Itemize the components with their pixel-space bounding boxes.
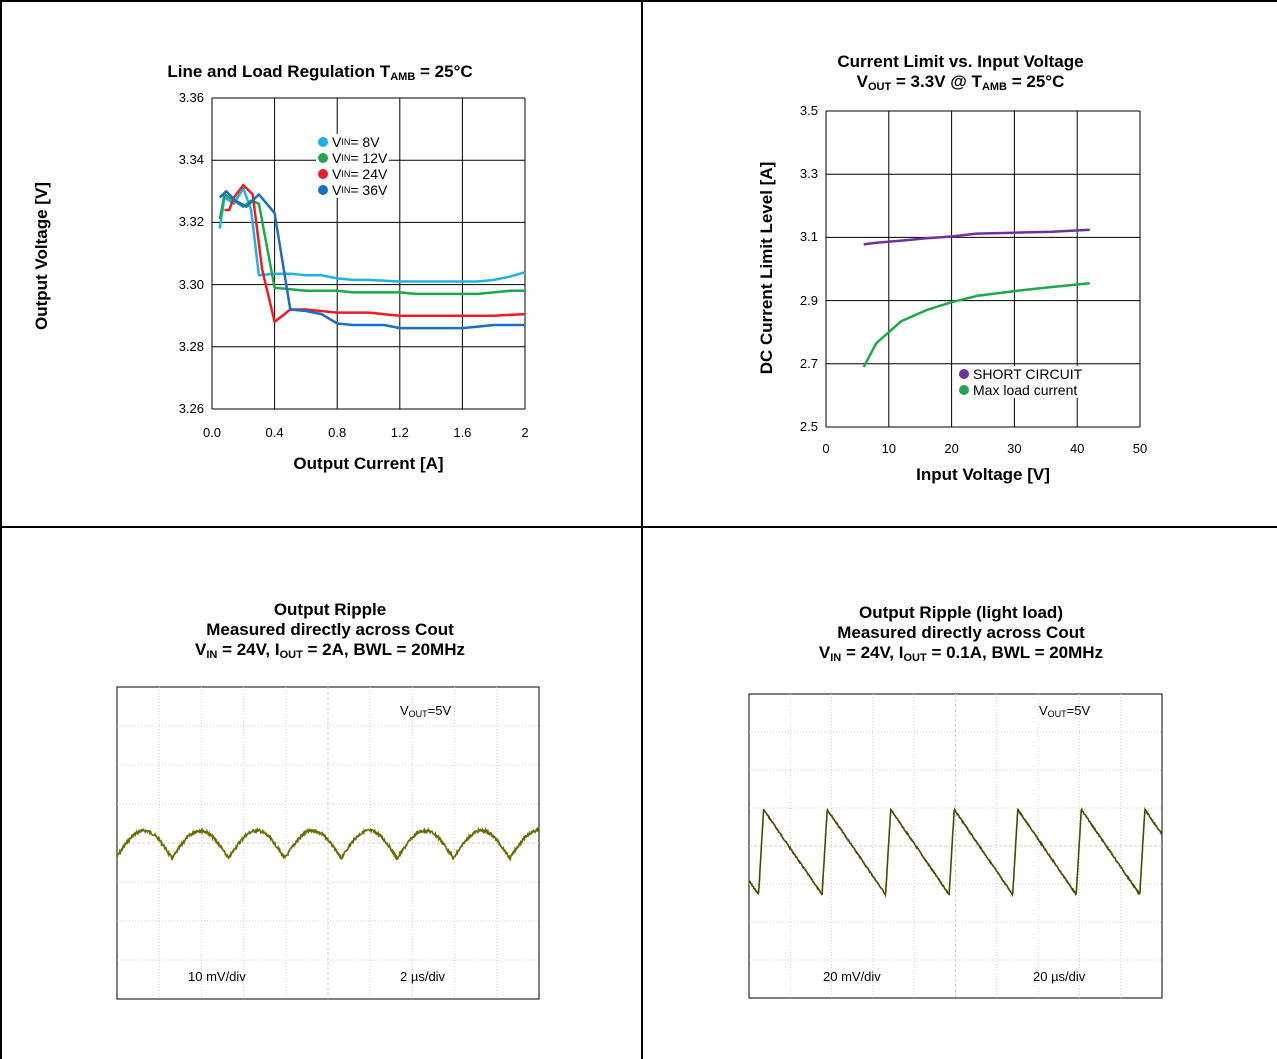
y-tick-label: 3.34 bbox=[178, 152, 204, 168]
scope1-time-div-label: 2 µs/div bbox=[400, 969, 446, 984]
scope2-screen bbox=[748, 693, 1163, 999]
legend-marker-icon bbox=[959, 369, 969, 379]
x-tick-label: 10 bbox=[881, 441, 897, 456]
y-tick-label: 3.1 bbox=[799, 229, 818, 245]
x-tick-label: 1.6 bbox=[453, 425, 472, 440]
frame-top bbox=[0, 0, 1277, 2]
series-line-0 bbox=[863, 228, 1090, 246]
y-tick-label: 3.28 bbox=[178, 338, 204, 354]
chart1-legend-item: V IN = 12V bbox=[318, 150, 387, 166]
y-tick-label: 3.36 bbox=[178, 90, 204, 105]
x-tick-label: 1.2 bbox=[390, 425, 409, 440]
scope2-volt-div-label: 20 mV/div bbox=[823, 969, 881, 984]
frame-mid-vertical bbox=[641, 0, 643, 1059]
x-tick-label: 40 bbox=[1069, 441, 1085, 456]
y-tick-label: 3.30 bbox=[178, 276, 204, 292]
chart-current-limit: Current Limit vs. Input Voltage VOUT = 3… bbox=[643, 0, 1277, 526]
legend-marker-icon bbox=[959, 385, 969, 395]
chart1-legend-item: V IN = 8V bbox=[318, 134, 387, 150]
chart-line-load-regulation: Line and Load Regulation TAMB = 25°C Out… bbox=[0, 0, 641, 526]
chart1-title: Line and Load Regulation TAMB = 25°C bbox=[167, 62, 473, 83]
scope1-vout-label: VOUT=5V bbox=[400, 703, 452, 719]
chart2-legend: SHORT CIRCUIT Max load current bbox=[957, 366, 1085, 398]
x-tick-label: 0 bbox=[822, 441, 830, 456]
chart1-xlabel: Output Current [A] bbox=[293, 454, 444, 473]
y-tick-label: 3.32 bbox=[178, 214, 204, 230]
chart1-ylabel: Output Voltage [V] bbox=[32, 182, 51, 330]
y-tick-label: 3.26 bbox=[178, 401, 204, 416]
x-tick-label: 20 bbox=[944, 441, 959, 456]
x-tick-label: 0.4 bbox=[265, 425, 284, 440]
scope2-title: Output Ripple (light load) Measured dire… bbox=[818, 603, 1104, 664]
chart2-title: Current Limit vs. Input Voltage VOUT = 3… bbox=[837, 52, 1084, 93]
series-line-0 bbox=[218, 186, 526, 283]
frame-left bbox=[0, 0, 2, 1059]
chart2-xlabel: Input Voltage [V] bbox=[916, 465, 1050, 484]
chart1-legend-item: V IN = 36V bbox=[318, 182, 387, 198]
chart2-legend-item: Max load current bbox=[959, 382, 1082, 398]
scope1-screen bbox=[116, 686, 540, 1000]
x-tick-label: 0.0 bbox=[202, 425, 222, 440]
scope-trace bbox=[116, 826, 540, 862]
x-tick-label: 2 bbox=[521, 425, 529, 440]
chart1-plot bbox=[211, 97, 526, 410]
scope-output-ripple: Output Ripple Measured directly across C… bbox=[0, 528, 641, 1059]
legend-marker-icon bbox=[318, 169, 328, 179]
x-tick-label: 0.8 bbox=[328, 425, 347, 440]
chart1-legend: V IN = 8V V IN = 12V V IN = 24V V IN = 36V bbox=[316, 134, 390, 198]
scope1-title: Output Ripple Measured directly across C… bbox=[195, 600, 465, 661]
scope2-time-div-label: 20 µs/div bbox=[1033, 969, 1086, 984]
y-tick-label: 2.5 bbox=[799, 419, 818, 434]
scope2-vout-label: VOUT=5V bbox=[1039, 703, 1091, 719]
series-line-1 bbox=[218, 193, 525, 296]
y-tick-label: 3.3 bbox=[799, 166, 818, 182]
chart1-legend-item: V IN = 24V bbox=[318, 166, 387, 182]
chart2-legend-item: SHORT CIRCUIT bbox=[959, 366, 1082, 382]
x-tick-label: 30 bbox=[1007, 441, 1022, 456]
series-line-1 bbox=[862, 281, 1090, 368]
series-line-3 bbox=[218, 190, 525, 330]
legend-marker-icon bbox=[318, 137, 328, 147]
x-tick-label: 50 bbox=[1132, 441, 1148, 456]
legend-marker-icon bbox=[318, 185, 328, 195]
y-tick-label: 2.9 bbox=[799, 292, 818, 308]
legend-marker-icon bbox=[318, 153, 328, 163]
y-tick-label: 2.7 bbox=[799, 355, 818, 371]
scope-trace bbox=[748, 806, 1163, 898]
y-tick-label: 3.5 bbox=[799, 103, 818, 118]
scope1-volt-div-label: 10 mV/div bbox=[188, 969, 246, 984]
scope-output-ripple-light-load: Output Ripple (light load) Measured dire… bbox=[643, 528, 1277, 1059]
frame-mid-horizontal bbox=[0, 526, 1277, 528]
